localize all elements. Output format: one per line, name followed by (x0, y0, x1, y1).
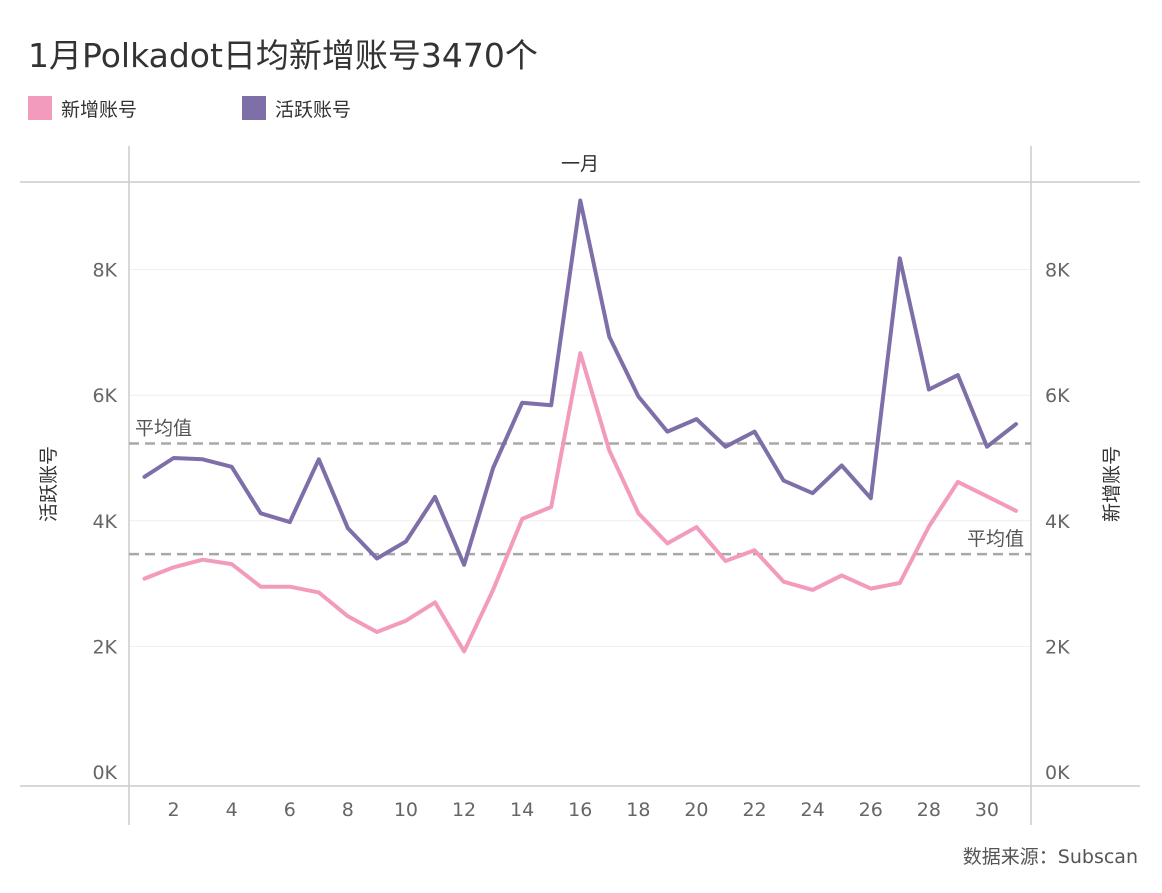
chart-header-label: 一月 (561, 153, 599, 175)
legend-swatch-new-accounts (28, 96, 52, 120)
y-axis-left-ticks: 0K 2K 4K 6K 8K (92, 260, 117, 784)
x-axis-ticks: 2 4 6 8 10 12 14 16 18 20 22 24 26 28 30 (168, 799, 1000, 821)
y-tick-label-left: 2K (92, 636, 117, 658)
series-line-active-accounts (142, 198, 1018, 567)
x-tick-label: 6 (284, 799, 296, 821)
x-tick-label: 4 (226, 799, 238, 821)
frame (20, 146, 1140, 825)
x-tick-label: 14 (510, 799, 534, 821)
y-tick-label-right: 6K (1045, 385, 1070, 407)
y-tick-label-right: 4K (1045, 511, 1070, 533)
x-tick-label: 24 (801, 799, 825, 821)
legend-label-active-accounts: 活跃账号 (275, 98, 352, 121)
y-tick-label-left: 4K (92, 511, 117, 533)
y-tick-label-right: 2K (1045, 636, 1070, 658)
y-axis-right-title: 新增账号 (1101, 446, 1123, 522)
series-lines (142, 198, 1018, 654)
legend-item-new-accounts: 新增账号 (28, 94, 137, 122)
legend-label-new-accounts: 新增账号 (61, 98, 138, 121)
x-tick-label: 16 (568, 799, 592, 821)
x-tick-label: 30 (975, 799, 999, 821)
y-axis-left-title: 活跃账号 (38, 446, 60, 522)
x-tick-label: 28 (917, 799, 941, 821)
chart-title: 1月Polkadot日均新增账号3470个 (28, 36, 538, 75)
y-tick-label-right: 0K (1045, 762, 1070, 784)
y-tick-label-right: 8K (1045, 260, 1070, 282)
data-source-note: 数据来源：Subscan (962, 846, 1138, 868)
average-reference-label: 平均值 (967, 528, 1024, 550)
y-tick-label-left: 0K (92, 762, 117, 784)
x-tick-label: 12 (452, 799, 476, 821)
x-tick-label: 20 (684, 799, 708, 821)
x-tick-label: 18 (626, 799, 650, 821)
x-tick-label: 10 (394, 799, 418, 821)
x-tick-label: 2 (168, 799, 180, 821)
legend-item-active-accounts: 活跃账号 (242, 94, 351, 122)
y-axis-right-ticks: 0K 2K 4K 6K 8K (1045, 260, 1070, 784)
x-tick-label: 22 (742, 799, 766, 821)
x-tick-label: 26 (859, 799, 883, 821)
average-reference-label: 平均值 (135, 418, 192, 440)
y-tick-label-left: 8K (92, 260, 117, 282)
x-tick-label: 8 (342, 799, 354, 821)
legend: 新增账号 活跃账号 (28, 94, 528, 122)
series-line-new-accounts (142, 351, 1018, 654)
legend-swatch-active-accounts (242, 96, 266, 120)
y-tick-label-left: 6K (92, 385, 117, 407)
grid-lines (129, 269, 1031, 647)
